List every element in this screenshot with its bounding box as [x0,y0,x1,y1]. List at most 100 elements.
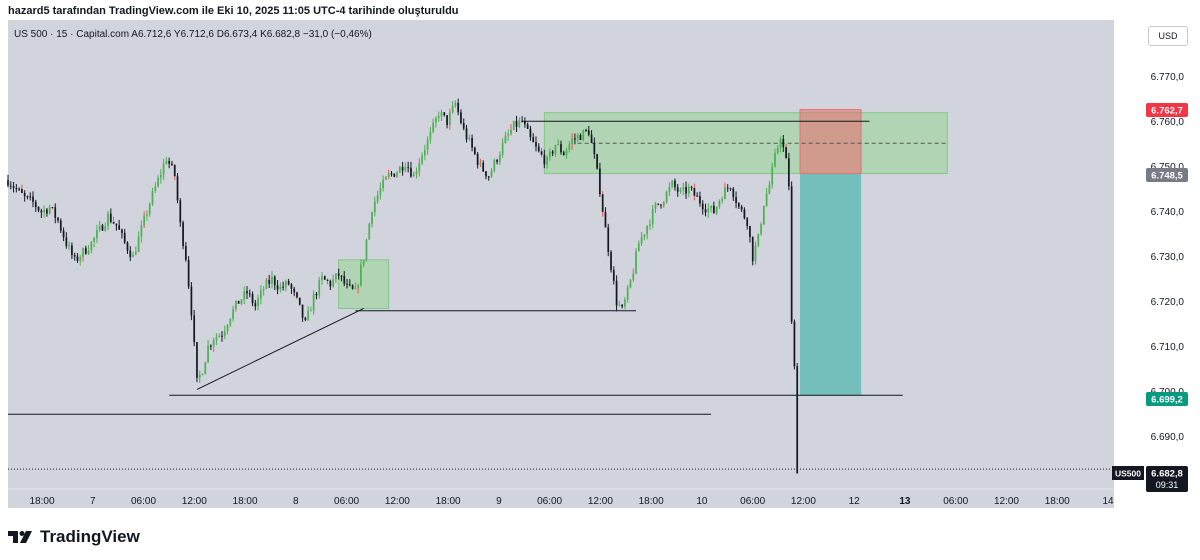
x-tick-label: 18:00 [436,496,461,507]
candle-body [151,191,154,204]
candle-body [785,147,787,159]
y-tick-label: 6.760,0 [1151,117,1185,128]
candle-body [260,290,262,299]
y-tick-label: 6.720,0 [1151,297,1185,308]
candle-body [540,151,543,155]
candle-body [271,276,273,284]
candle-body [504,135,507,143]
candle-body [87,250,90,254]
candle-body [471,137,473,148]
candle-body [776,147,779,153]
candle-body [662,202,665,206]
candle-body [304,317,307,320]
candle-body [190,286,193,316]
candle-body [757,233,760,246]
candle-body [551,151,554,154]
candle-body [398,166,401,173]
candle-body [37,207,40,211]
x-tick-label: 06:00 [943,496,968,507]
candle-body [499,154,501,162]
candle-body [96,230,98,238]
candle-body [579,135,582,141]
candle-body [237,300,240,304]
candle-body [423,149,426,156]
candle-body [207,345,209,363]
candle-body [196,342,198,378]
candle-body [310,310,312,312]
candle-body [529,128,532,138]
candle-body [365,239,368,260]
candle-body [437,116,440,118]
candle-body [440,112,443,117]
candle-body [729,188,732,190]
price-labels: 6.762,7 6.748,5 6.699,2 US500 6.682,8 09… [1112,103,1188,492]
candle-body [148,203,151,215]
candle-body [587,130,590,135]
candle-body [790,186,793,322]
candle-body [162,163,165,175]
x-tick-label: 12:00 [588,496,613,507]
candle-body [788,158,790,187]
x-tick-label: 06:00 [537,496,562,507]
x-tick-label: 18:00 [29,496,54,507]
candle-body [240,299,243,304]
candle-body [187,259,190,287]
candle-body [718,201,721,207]
candle-body [371,212,373,224]
candle-body [165,160,168,164]
candle-body [626,287,629,300]
candle-body [487,176,490,178]
drawing-lines[interactable] [8,120,1114,470]
candle-body [610,251,612,271]
candle-body [599,168,601,195]
candle-body [159,174,162,178]
candle-body [51,207,54,209]
candle-body [560,144,562,153]
candle-body [182,222,184,247]
candle-body [679,189,682,192]
candle-body [387,173,390,177]
candle-body [390,173,393,175]
candle-body [582,130,585,141]
price-axis[interactable]: 6.690,06.700,06.710,06.720,06.730,06.740… [1151,72,1185,443]
candle-body [743,209,746,219]
candle-body [624,299,626,307]
candle-body [518,120,521,127]
currency-button[interactable]: USD [1148,26,1188,46]
trendline [196,308,364,390]
candle-body [62,230,65,238]
candle-body [637,243,640,252]
candle-body [693,187,696,196]
tradingview-logo-icon [8,531,32,543]
candle-body [254,303,257,307]
candle-body [146,214,148,216]
candle-body [396,172,398,177]
candle-body [132,254,134,258]
x-tick-label: 18:00 [639,496,664,507]
candle-body [460,112,462,123]
candle-body [657,203,660,205]
candle-body [362,259,365,265]
time-axis[interactable]: 18:00 7 06:00 12:00 18:00 8 06:00 12:00 18:00 9 06… [8,488,1114,507]
candle-body [229,318,232,326]
candle-body [107,213,109,227]
candle-body [354,287,357,289]
candle-body [76,256,79,261]
candle-body [293,288,296,293]
candle-body [7,180,9,186]
candle-body [307,310,309,320]
candle-body [265,280,268,289]
candle-body [268,280,271,284]
candle-body [337,273,340,276]
candle-body [243,291,246,300]
price-label-red-box [1146,103,1188,117]
price-chart[interactable]: 6.690,06.700,06.710,06.720,06.730,06.740… [0,20,1200,516]
chart-area[interactable]: 6.690,06.700,06.710,06.720,06.730,06.740… [0,20,1200,516]
candle-body [462,122,465,129]
candle-body [754,245,757,262]
candle-body [335,273,337,280]
x-tick-label: 06:00 [334,496,359,507]
candle-body [726,187,729,189]
candle-body [134,251,137,255]
candle-body [565,150,568,156]
